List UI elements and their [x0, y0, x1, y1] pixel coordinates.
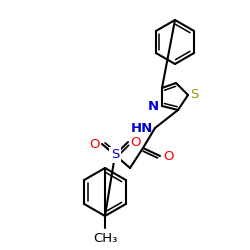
Text: O: O	[163, 150, 173, 162]
Text: CH₃: CH₃	[93, 232, 117, 245]
Text: S: S	[190, 88, 198, 102]
Text: N: N	[148, 100, 159, 112]
Text: S: S	[111, 148, 119, 162]
Text: HN: HN	[131, 122, 153, 134]
Text: O: O	[90, 138, 100, 150]
Text: O: O	[130, 136, 140, 148]
